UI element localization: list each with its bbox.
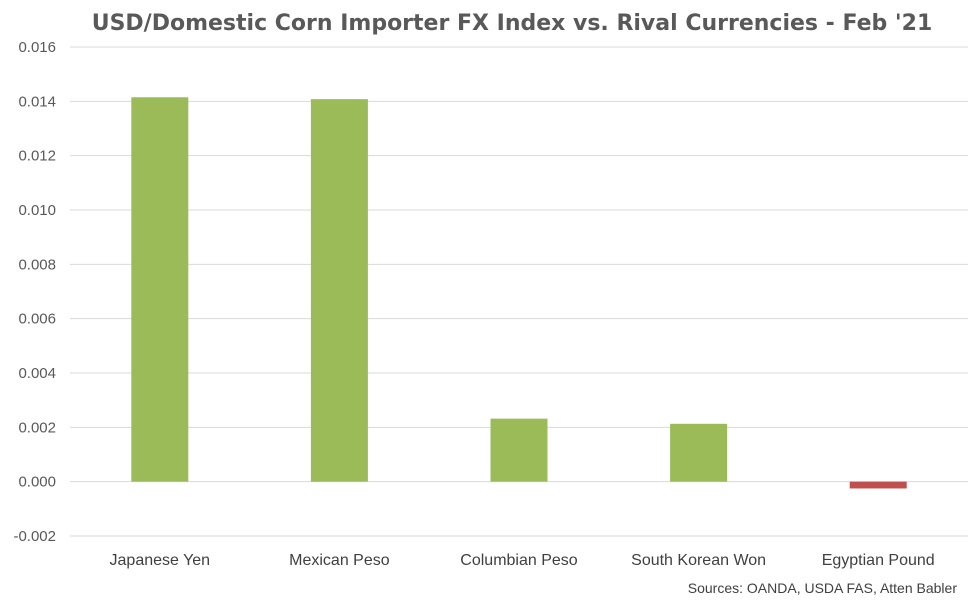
bar-egyptian-pound — [849, 481, 907, 489]
y-tick-label: 0.004 — [18, 365, 56, 382]
y-tick-label: -0.002 — [13, 528, 56, 545]
category-label: Columbian Peso — [460, 552, 578, 569]
category-label: Egyptian Pound — [822, 552, 935, 569]
category-label: South Korean Won — [631, 552, 766, 569]
bar-south-korean-won — [670, 423, 728, 482]
y-tick-label: 0.008 — [18, 256, 56, 273]
y-tick-label: 0.014 — [18, 93, 56, 110]
y-tick-label: 0.012 — [18, 148, 56, 165]
y-tick-label: 0.010 — [18, 202, 56, 219]
y-tick-label: 0.016 — [18, 39, 56, 56]
bar-mexican-peso — [310, 99, 368, 482]
y-tick-label: 0.006 — [18, 311, 56, 328]
source-note: Sources: OANDA, USDA FAS, Atten Babler — [688, 580, 958, 596]
category-label: Japanese Yen — [110, 552, 211, 569]
x-axis-category-labels: Japanese Yen Mexican Peso Columbian Peso So… — [110, 552, 935, 569]
chart-title: USD/Domestic Corn Importer FX Index vs. … — [92, 11, 933, 36]
bar-columbian-peso — [490, 418, 548, 482]
y-tick-label: 0.002 — [18, 419, 56, 436]
category-label: Mexican Peso — [289, 552, 390, 569]
y-axis-tick-labels: 0.016 0.014 0.012 0.010 0.008 0.006 0.004 0.002… — [13, 39, 56, 545]
bars — [131, 97, 907, 489]
y-tick-label: 0.000 — [18, 474, 56, 491]
bar-japanese-yen — [131, 97, 189, 482]
